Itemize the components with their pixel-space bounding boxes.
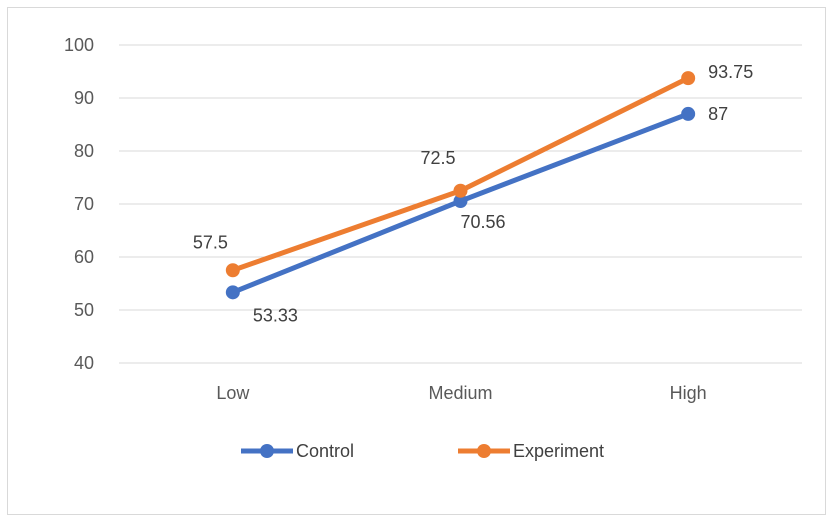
y-tick-label: 90	[74, 88, 94, 108]
y-tick-label: 100	[64, 35, 94, 55]
legend-item-control: Control	[241, 441, 354, 461]
legend-marker	[260, 444, 274, 458]
data-label-experiment: 93.75	[708, 62, 753, 82]
legend-marker	[477, 444, 491, 458]
legend-label: Experiment	[513, 441, 604, 461]
series-points	[225, 71, 696, 300]
y-tick-label: 40	[74, 353, 94, 373]
data-point-control	[225, 285, 240, 300]
data-label-control: 87	[708, 104, 728, 124]
y-tick-label: 80	[74, 141, 94, 161]
x-tick-label: Low	[216, 383, 250, 403]
legend-label: Control	[296, 441, 354, 461]
data-label-control: 53.33	[253, 305, 298, 325]
y-tick-label: 50	[74, 300, 94, 320]
data-label-experiment: 72.5	[421, 148, 456, 168]
gridlines	[119, 44, 802, 364]
legend-item-experiment: Experiment	[458, 441, 604, 461]
y-tick-label: 70	[74, 194, 94, 214]
x-tick-label: Medium	[428, 383, 492, 403]
x-axis-ticks: Low Medium High	[216, 383, 706, 403]
y-axis-ticks: 40 50 60 70 80 90 100	[64, 35, 94, 373]
chart-frame	[7, 7, 826, 515]
y-tick-label: 60	[74, 247, 94, 267]
data-point-control	[681, 106, 696, 121]
data-point-experiment	[681, 71, 696, 86]
data-point-control	[453, 194, 468, 209]
data-labels: 53.33 70.56 87 57.5 72.5 93.75	[193, 62, 753, 325]
data-point-experiment	[453, 183, 468, 198]
series-line-experiment	[230, 75, 691, 273]
x-tick-label: High	[670, 383, 707, 403]
data-point-experiment	[225, 263, 240, 278]
legend: Control Experiment	[241, 441, 604, 461]
data-label-experiment: 57.5	[193, 232, 228, 252]
data-label-control: 70.56	[461, 212, 506, 232]
